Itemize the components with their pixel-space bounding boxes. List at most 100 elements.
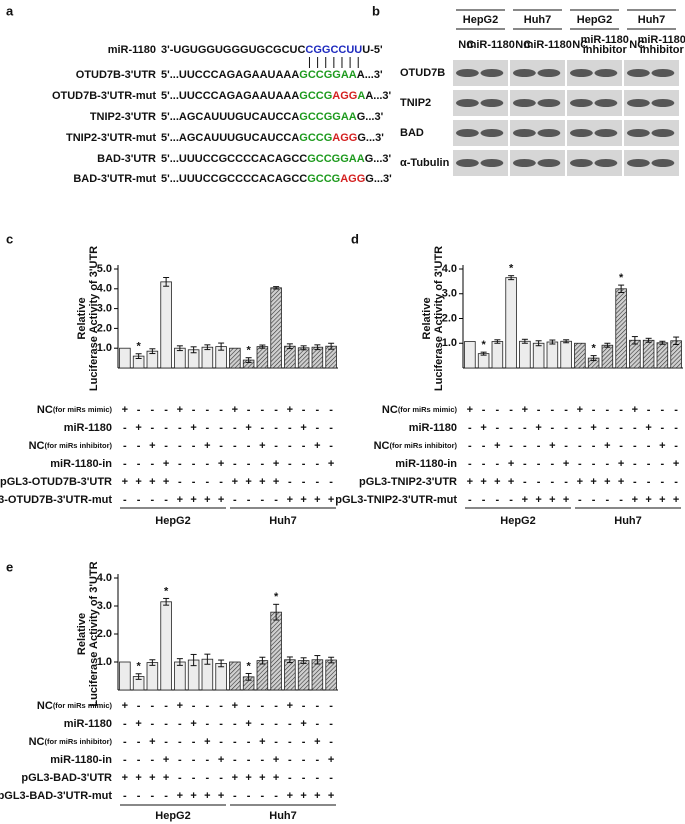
condition-sublabel: (for miRs inhibitor)	[390, 441, 458, 450]
blot-group-label: HepG2	[577, 14, 612, 26]
condition-sign: -	[288, 754, 292, 766]
condition-sign: -	[496, 422, 500, 434]
condition-sign: -	[151, 790, 155, 802]
condition-sign: -	[261, 700, 265, 712]
condition-sign: -	[329, 404, 333, 416]
blot-band	[480, 69, 504, 77]
sequence-name: BAD-3'UTR	[97, 153, 156, 165]
condition-name: NC	[29, 736, 45, 748]
condition-sign: -	[468, 422, 472, 434]
bar	[601, 344, 614, 369]
condition-sign: -	[619, 494, 623, 506]
condition-sign: +	[287, 494, 293, 506]
sequence-part: G...3'	[365, 153, 392, 165]
y-axis-label: Relative	[76, 613, 88, 655]
blot-band	[455, 69, 479, 77]
condition-sign: +	[190, 422, 196, 434]
condition-sign: +	[232, 772, 238, 784]
condition-sign: -	[647, 440, 651, 452]
y-tick-label: 4.0	[442, 263, 457, 275]
condition-label: pGL3-BAD-3'UTR	[21, 772, 112, 784]
blot-band	[455, 159, 479, 167]
condition-sign: -	[578, 440, 582, 452]
condition-sign: +	[287, 404, 293, 416]
sequence: 3'-UGUGGUGGGUGCGCUCCGGCCUUU-5'	[161, 44, 383, 56]
condition-label: miR-1180-in	[50, 754, 112, 766]
sequence-part: G...3'	[365, 173, 392, 185]
condition-sign: -	[219, 736, 223, 748]
bar	[146, 662, 159, 691]
condition-sign: -	[496, 494, 500, 506]
condition-sign: -	[661, 404, 665, 416]
bar	[270, 287, 282, 369]
blot-band	[512, 69, 536, 77]
condition-sign: +	[480, 422, 486, 434]
condition-sign: -	[633, 440, 637, 452]
sequence-part: 5'...UUCCCAGAGAAUAAA	[161, 69, 299, 81]
condition-sign: -	[274, 718, 278, 730]
condition-sign: +	[218, 494, 224, 506]
condition-sign: -	[206, 422, 210, 434]
condition-name: miR-1180-in	[50, 458, 112, 470]
condition-sign: -	[219, 476, 223, 488]
condition-sign: -	[509, 440, 513, 452]
significance-mark: *	[481, 339, 486, 351]
condition-sign: +	[122, 404, 128, 416]
condition-sign: -	[151, 494, 155, 506]
blot-band	[480, 159, 504, 167]
condition-sign: -	[206, 458, 210, 470]
condition-sign: -	[137, 754, 141, 766]
condition-sign: +	[300, 718, 306, 730]
y-tick-label: 2.0	[97, 628, 112, 640]
condition-sign: -	[288, 718, 292, 730]
condition-sign: +	[259, 736, 265, 748]
bar	[270, 611, 282, 691]
condition-sign: -	[274, 736, 278, 748]
blot-band	[626, 129, 650, 137]
bar	[174, 661, 186, 691]
condition-sign: -	[123, 736, 127, 748]
condition-sign: -	[233, 440, 237, 452]
condition-sign: +	[273, 458, 279, 470]
lane-label: miR-1180	[638, 34, 685, 46]
bar	[615, 288, 627, 369]
condition-sign: -	[151, 458, 155, 470]
sequence-part: 5'...AGCAUUUGUCAUCCA	[161, 132, 299, 144]
lane-label: miR-1180	[524, 39, 572, 51]
y-tick-label: 2.0	[442, 312, 457, 324]
significance-mark: *	[136, 341, 141, 353]
condition-sign: +	[300, 790, 306, 802]
bar	[532, 342, 545, 369]
condition-sign: -	[537, 458, 541, 470]
sequence-part: GCCGGAA	[307, 153, 365, 165]
condition-sign: +	[563, 458, 569, 470]
condition-sign: -	[316, 476, 320, 488]
condition-sign: -	[302, 458, 306, 470]
sequence-part: 5'...UUUCCGCCCCACAGCC	[161, 153, 307, 165]
condition-label: NC(for miRs inhibitor)	[374, 440, 458, 452]
blot-band	[626, 69, 650, 77]
condition-sign: -	[137, 790, 141, 802]
blot-row-label: OTUD7B	[400, 67, 445, 79]
bar	[284, 659, 296, 691]
condition-sign: -	[329, 772, 333, 784]
bar	[215, 663, 227, 691]
blot-band	[569, 159, 593, 167]
condition-sign: -	[316, 404, 320, 416]
condition-sign: +	[314, 440, 320, 452]
condition-sign: -	[468, 458, 472, 470]
condition-sign: +	[163, 772, 169, 784]
condition-sign: -	[302, 476, 306, 488]
condition-sign: -	[647, 458, 651, 470]
condition-sign: +	[522, 404, 528, 416]
condition-sign: +	[577, 404, 583, 416]
condition-sign: +	[218, 458, 224, 470]
condition-sign: +	[122, 476, 128, 488]
lane-label: NC	[458, 39, 474, 51]
condition-sign: +	[508, 476, 514, 488]
condition-sign: -	[564, 422, 568, 434]
condition-sign: -	[551, 458, 555, 470]
condition-sign: -	[192, 700, 196, 712]
condition-sign: -	[482, 494, 486, 506]
condition-sign: +	[494, 476, 500, 488]
